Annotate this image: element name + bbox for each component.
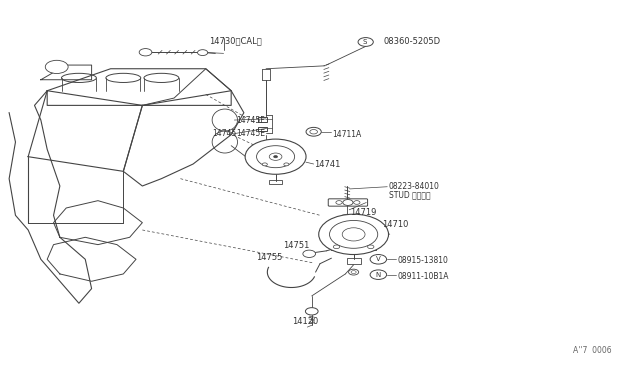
Text: N: N: [376, 272, 381, 278]
Circle shape: [336, 201, 342, 204]
Text: 08915-13810: 08915-13810: [397, 256, 448, 264]
Text: 14719: 14719: [351, 208, 377, 217]
Circle shape: [245, 139, 306, 174]
Text: 08223-84010: 08223-84010: [388, 182, 440, 191]
Circle shape: [284, 163, 289, 166]
Circle shape: [342, 228, 365, 241]
Circle shape: [303, 250, 316, 257]
Text: 14751: 14751: [284, 241, 310, 250]
Text: 14755: 14755: [257, 253, 283, 262]
Circle shape: [349, 269, 358, 275]
Text: 08911-10B1A: 08911-10B1A: [397, 272, 449, 281]
Ellipse shape: [212, 131, 237, 153]
Circle shape: [274, 155, 278, 158]
Text: 14745E: 14745E: [236, 129, 265, 138]
Circle shape: [370, 254, 387, 264]
Circle shape: [354, 201, 360, 204]
FancyBboxPatch shape: [260, 163, 291, 166]
Circle shape: [269, 153, 282, 160]
Text: STUD スタッド: STUD スタッド: [388, 191, 430, 200]
Text: 14120: 14120: [292, 317, 318, 326]
Ellipse shape: [144, 73, 179, 83]
Circle shape: [351, 271, 356, 273]
Circle shape: [370, 270, 387, 279]
FancyBboxPatch shape: [269, 180, 282, 184]
Circle shape: [333, 245, 340, 248]
Circle shape: [310, 129, 317, 134]
Circle shape: [343, 199, 353, 205]
Circle shape: [198, 50, 208, 55]
FancyBboxPatch shape: [258, 117, 268, 122]
Text: V: V: [376, 256, 381, 262]
Ellipse shape: [212, 109, 237, 131]
FancyBboxPatch shape: [258, 126, 268, 131]
Circle shape: [367, 245, 374, 248]
Ellipse shape: [61, 73, 97, 83]
Text: 14730〈CAL〉: 14730〈CAL〉: [209, 37, 262, 46]
FancyBboxPatch shape: [332, 244, 376, 250]
Circle shape: [319, 214, 388, 254]
Text: 08360-5205D: 08360-5205D: [383, 37, 440, 46]
Text: S: S: [362, 39, 367, 45]
Text: 14711A: 14711A: [333, 130, 362, 139]
Text: 14745F: 14745F: [236, 116, 265, 125]
Circle shape: [139, 49, 152, 56]
Circle shape: [257, 146, 294, 168]
Ellipse shape: [106, 73, 141, 83]
Ellipse shape: [335, 218, 372, 227]
Text: 14741: 14741: [314, 160, 340, 169]
Circle shape: [358, 38, 373, 46]
Text: 14745: 14745: [212, 129, 236, 138]
Circle shape: [45, 60, 68, 74]
Circle shape: [262, 163, 268, 166]
FancyBboxPatch shape: [328, 199, 367, 206]
FancyBboxPatch shape: [347, 258, 360, 264]
Circle shape: [305, 308, 318, 315]
Text: 14710: 14710: [382, 220, 408, 229]
Circle shape: [330, 221, 378, 248]
Circle shape: [306, 127, 321, 136]
Text: A''7  0006: A''7 0006: [573, 346, 612, 355]
